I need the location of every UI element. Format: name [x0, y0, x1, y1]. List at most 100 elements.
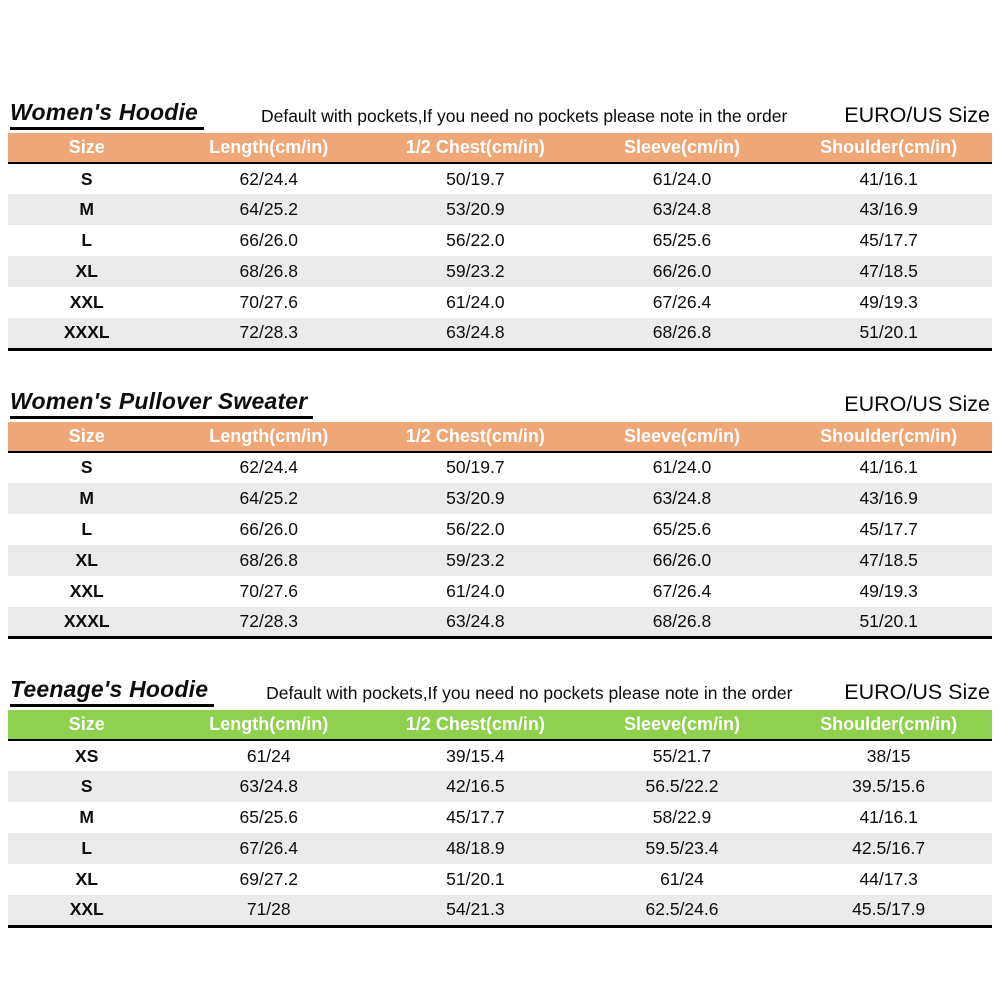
- measurement-cell: 54/21.3: [446, 899, 505, 920]
- measurement-cell: 56/22.0: [446, 518, 505, 539]
- measurement-cell: 62/24.4: [239, 168, 298, 189]
- measurement-cell: 67/26.4: [239, 838, 298, 858]
- size-chart-womens-pullover-sweater: Women's Pullover Sweater EURO/US Size Si…: [8, 387, 992, 639]
- measurement-cell: 66/26.0: [652, 549, 712, 570]
- chart-title: Women's Hoodie: [10, 99, 205, 130]
- table-header: Size Length(cm/in) 1/2 Chest(cm/in) Sleeve(…: [8, 710, 992, 741]
- column-header: Shoulder(cm/in): [785, 421, 992, 453]
- size-cell: XXXL: [63, 322, 110, 343]
- column-header: Length(cm/in): [165, 421, 373, 453]
- pockets-note: Default with pockets,If you need no pock…: [266, 683, 793, 703]
- size-system-label: EURO/US Size: [844, 103, 990, 127]
- measurement-cell: 51/20.1: [859, 610, 918, 631]
- size-cell: XXXL: [63, 610, 110, 631]
- size-cell: S: [80, 776, 93, 796]
- measurement-cell: 53/20.9: [446, 199, 505, 219]
- measurement-cell: 56/22.0: [446, 230, 505, 250]
- size-row: M 64/25.2 53/20.9 63/24.8 43/16.9: [8, 482, 992, 514]
- column-header: Sleeve(cm/in): [578, 133, 786, 164]
- size-cell: M: [79, 487, 94, 508]
- size-cell: XL: [75, 869, 98, 889]
- measurement-cell: 51/20.1: [446, 869, 505, 889]
- measurement-cell: 70/27.6: [239, 580, 298, 601]
- measurement-cell: 45.5/17.9: [852, 899, 926, 920]
- measurement-cell: 63/24.8: [446, 322, 505, 343]
- size-row: S 62/24.4 50/19.7 61/24.0 41/16.1: [8, 452, 992, 483]
- measurement-cell: 61/24.0: [652, 457, 712, 477]
- measurement-cell: 44/17.3: [859, 869, 918, 889]
- measurement-cell: 71/28: [246, 899, 291, 920]
- size-chart-page: Women's Hoodie Default with pockets,If y…: [8, 98, 992, 928]
- size-table: Size Length(cm/in) 1/2 Chest(cm/in) Sleeve(…: [8, 710, 992, 928]
- size-cell: XL: [75, 261, 98, 281]
- table-header-row: Size Length(cm/in) 1/2 Chest(cm/in) Sleeve(…: [8, 133, 992, 164]
- measurement-cell: 65/25.6: [239, 807, 298, 827]
- column-header: Size: [8, 133, 166, 164]
- column-header: Sleeve(cm/in): [578, 710, 786, 741]
- measurement-cell: 41/16.1: [859, 457, 918, 477]
- size-row: XS 61/24 39/15.4 55/21.7 38/15: [8, 740, 992, 771]
- measurement-cell: 41/16.1: [859, 168, 918, 189]
- size-cell: XXL: [69, 899, 104, 920]
- measurement-cell: 42/16.5: [446, 776, 505, 796]
- size-row: XXL 70/27.6 61/24.0 67/26.4 49/19.3: [8, 576, 992, 607]
- chart-title: Women's Pullover Sweater: [10, 388, 314, 419]
- measurement-cell: 49/19.3: [859, 292, 918, 312]
- measurement-cell: 72/28.3: [239, 322, 298, 343]
- size-chart-womens-hoodie: Women's Hoodie Default with pockets,If y…: [8, 98, 992, 351]
- measurement-cell: 51/20.1: [859, 322, 918, 343]
- measurement-cell: 43/16.9: [859, 487, 918, 508]
- measurement-cell: 42.5/16.7: [852, 838, 926, 858]
- size-table: Size Length(cm/in) 1/2 Chest(cm/in) Sleeve(…: [8, 133, 992, 351]
- size-cell: L: [81, 518, 93, 539]
- table-body: XS 61/24 39/15.4 55/21.7 38/15 S 63/24.8 42/16.…: [8, 740, 992, 926]
- table-header: Size Length(cm/in) 1/2 Chest(cm/in) Sleeve(…: [8, 421, 992, 453]
- measurement-cell: 70/27.6: [239, 292, 298, 312]
- measurement-cell: 53/20.9: [446, 487, 505, 508]
- measurement-cell: 68/26.8: [652, 322, 712, 343]
- size-row: XL 68/26.8 59/23.2 66/26.0 47/18.5: [8, 544, 992, 576]
- size-row: L 66/26.0 56/22.0 65/25.6 45/17.7: [8, 514, 992, 545]
- size-cell: L: [81, 230, 93, 250]
- measurement-cell: 62.5/24.6: [645, 899, 719, 920]
- column-header: 1/2 Chest(cm/in): [372, 710, 579, 741]
- measurement-cell: 69/27.2: [239, 869, 298, 889]
- measurement-cell: 63/24.8: [446, 610, 505, 631]
- measurement-cell: 39.5/15.6: [852, 776, 926, 796]
- size-cell: XXL: [69, 292, 104, 312]
- pockets-note: [327, 416, 830, 419]
- column-header: Size: [8, 421, 166, 453]
- measurement-cell: 67/26.4: [652, 580, 712, 601]
- size-row: XXXL 72/28.3 63/24.8 68/26.8 51/20.1: [8, 606, 992, 638]
- table-body: S 62/24.4 50/19.7 61/24.0 41/16.1 M 64/25.2 53/…: [8, 452, 992, 638]
- size-chart-teenages-hoodie: Teenage's Hoodie Default with pockets,If…: [8, 675, 992, 928]
- size-row: XL 69/27.2 51/20.1 61/24 44/17.3: [8, 864, 992, 895]
- chart-title: Teenage's Hoodie: [10, 676, 215, 707]
- measurement-cell: 47/18.5: [859, 549, 918, 570]
- size-row: M 64/25.2 53/20.9 63/24.8 43/16.9: [8, 194, 992, 225]
- measurement-cell: 61/24.0: [652, 168, 712, 189]
- measurement-cell: 63/24.8: [239, 776, 298, 796]
- measurement-cell: 39/15.4: [446, 745, 505, 766]
- measurement-cell: 61/24: [660, 869, 704, 889]
- size-row: S 63/24.8 42/16.5 56.5/22.2 39.5/15.6: [8, 771, 992, 802]
- size-row: XXXL 72/28.3 63/24.8 68/26.8 51/20.1: [8, 318, 992, 349]
- measurement-cell: 61/24: [246, 745, 291, 766]
- size-cell: L: [81, 838, 93, 858]
- measurement-cell: 56.5/22.2: [645, 776, 719, 796]
- measurement-cell: 63/24.8: [652, 487, 712, 508]
- measurement-cell: 59/23.2: [446, 261, 505, 281]
- size-row: M 65/25.6 45/17.7 58/22.9 41/16.1: [8, 802, 992, 833]
- measurement-cell: 59/23.2: [446, 549, 505, 570]
- measurement-cell: 48/18.9: [446, 838, 505, 858]
- column-header: Shoulder(cm/in): [785, 133, 992, 164]
- size-row: S 62/24.4 50/19.7 61/24.0 41/16.1: [8, 163, 992, 194]
- size-cell: M: [79, 199, 94, 219]
- chart-head: Teenage's Hoodie Default with pockets,If…: [10, 675, 990, 707]
- measurement-cell: 49/19.3: [859, 580, 918, 601]
- measurement-cell: 50/19.7: [446, 168, 505, 189]
- size-row: XL 68/26.8 59/23.2 66/26.0 47/18.5: [8, 256, 992, 287]
- table-header-row: Size Length(cm/in) 1/2 Chest(cm/in) Sleeve(…: [8, 421, 992, 453]
- size-system-label: EURO/US Size: [844, 680, 990, 704]
- measurement-cell: 38/15: [866, 745, 911, 766]
